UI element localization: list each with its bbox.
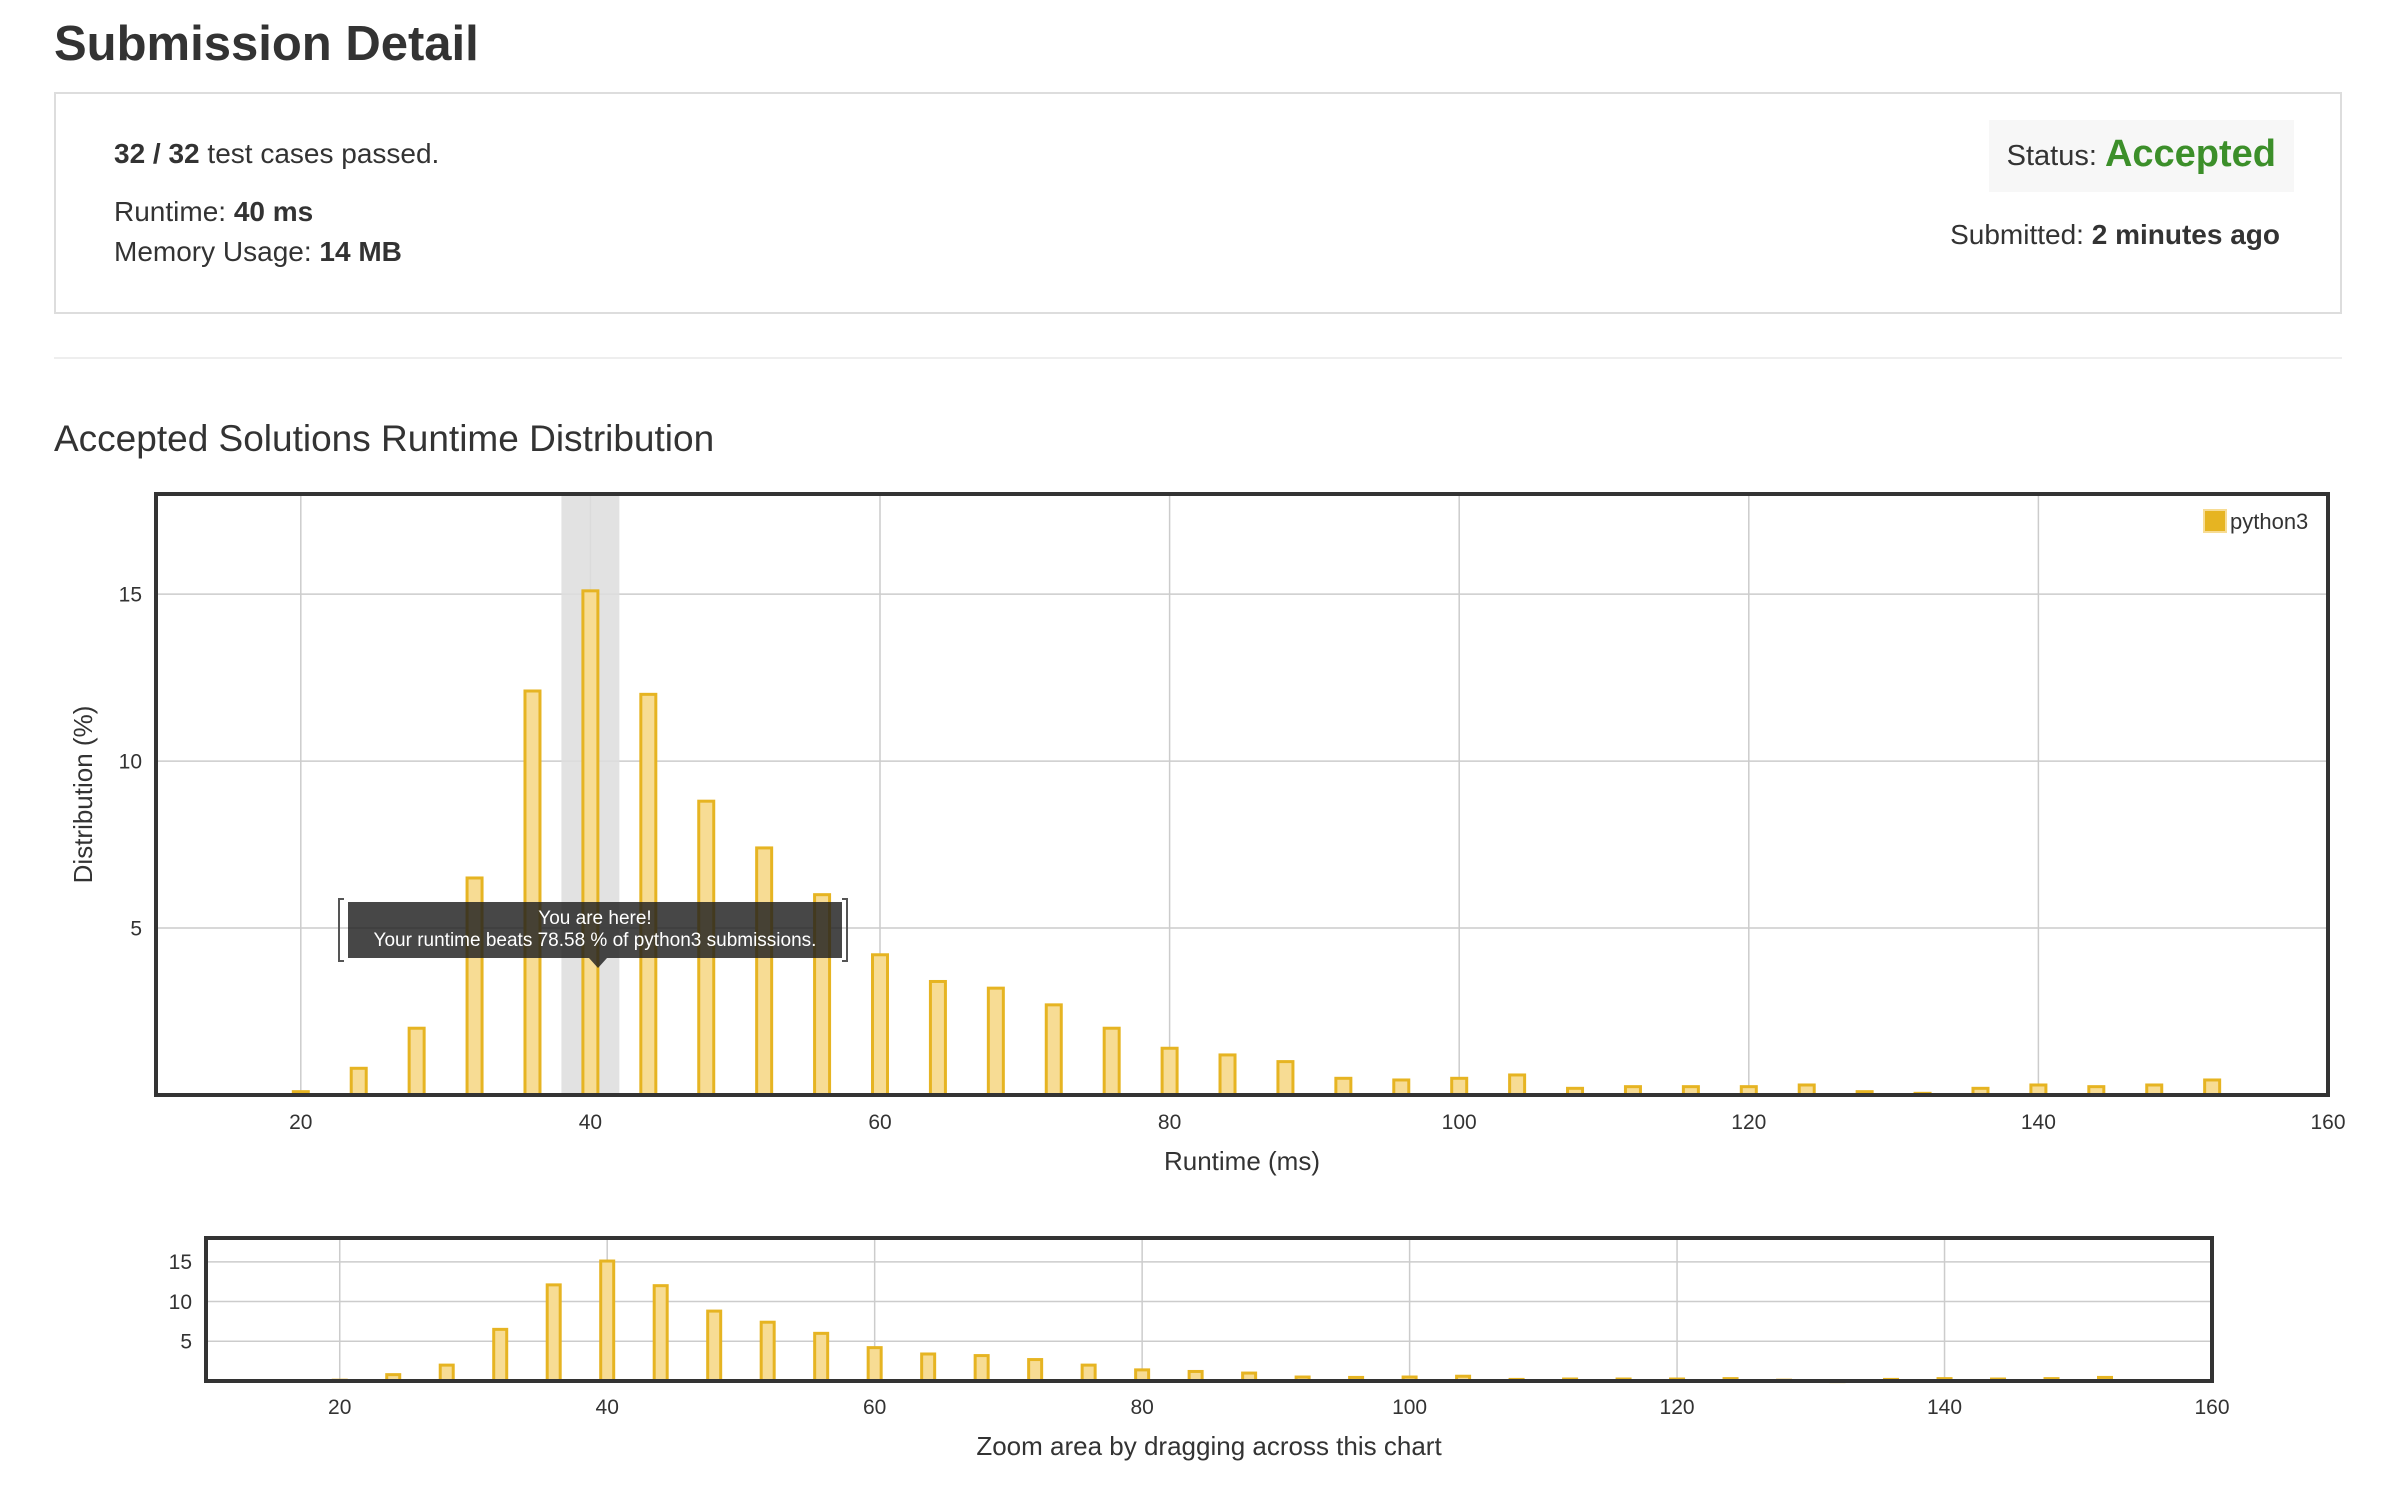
main-bar: [349, 1066, 368, 1097]
nav-x-tick-label: 100: [1392, 1396, 1427, 1419]
runtime-label: Runtime:: [114, 196, 234, 227]
main-bar: [523, 689, 542, 1097]
test-cases-count: 32 / 32: [114, 138, 200, 169]
main-bar: [1334, 1076, 1353, 1097]
main-frame: [154, 492, 2330, 1097]
nav-bar: [599, 1259, 616, 1383]
legend-swatch-python3: [2203, 509, 2227, 533]
nav-bar: [706, 1309, 723, 1383]
nav-bar: [1027, 1358, 1044, 1383]
submitted-line: Submitted: 2 minutes ago: [1950, 219, 2280, 251]
tooltip-bracket-left: [338, 898, 344, 962]
main-bar: [2203, 1078, 2222, 1097]
main-bar: [928, 979, 947, 1097]
runtime-line: Runtime: 40 ms: [114, 196, 313, 228]
nav-bar: [866, 1346, 883, 1383]
memory-line: Memory Usage: 14 MB: [114, 236, 402, 268]
nav-x-tick-label: 120: [1660, 1396, 1695, 1419]
tooltip-line-1: You are here!: [538, 908, 652, 929]
memory-label: Memory Usage:: [114, 236, 320, 267]
status-box: Status: Accepted: [1988, 120, 2294, 192]
section-title: Accepted Solutions Runtime Distribution: [54, 418, 715, 459]
test-cases-line: 32 / 32 test cases passed.: [114, 138, 439, 170]
main-x-tick-label: 80: [1158, 1111, 1181, 1134]
main-y-tick-label: 5: [130, 917, 142, 940]
nav-bar: [545, 1283, 562, 1383]
test-cases-text: test cases passed.: [199, 138, 440, 169]
main-x-tick-label: 140: [2021, 1111, 2056, 1134]
main-x-tick-label: 40: [579, 1111, 602, 1134]
divider: [54, 357, 2342, 359]
tooltip-line-2: Your runtime beats 78.58 % of python3 su…: [373, 930, 817, 951]
main-bar: [1102, 1026, 1121, 1097]
nav-bar: [813, 1331, 830, 1383]
main-bar: [1450, 1076, 1469, 1097]
main-bar: [986, 986, 1005, 1097]
main-bar: [407, 1026, 426, 1097]
main-bar: [581, 589, 600, 1097]
nav-x-tick-label: 60: [863, 1396, 886, 1419]
nav-x-tick-label: 40: [596, 1396, 619, 1419]
main-x-tick-label: 160: [2310, 1111, 2345, 1134]
main-bar: [871, 953, 889, 1097]
main-bar: [639, 692, 658, 1097]
status-label: Status:: [2006, 139, 2097, 172]
nav-bar: [759, 1320, 776, 1383]
nav-x-tick-label: 80: [1130, 1396, 1153, 1419]
nav-frame: [204, 1236, 2214, 1383]
main-bar: [755, 846, 774, 1097]
main-bar: [1218, 1053, 1237, 1097]
nav-bar: [438, 1363, 455, 1383]
you-are-here-tooltip: You are here! Your runtime beats 78.58 %…: [348, 902, 842, 958]
nav-bar: [652, 1284, 669, 1383]
legend-label-python3: python3: [2230, 509, 2308, 534]
tooltip-arrow: [589, 958, 607, 968]
nav-bar: [492, 1327, 509, 1383]
main-x-tick-label: 120: [1731, 1111, 1766, 1134]
main-bar: [1508, 1073, 1527, 1097]
nav-x-axis-label: Zoom area by dragging across this chart: [976, 1431, 1442, 1461]
nav-x-tick-label: 140: [1927, 1396, 1962, 1419]
main-bar: [1276, 1060, 1295, 1097]
submitted-value: 2 minutes ago: [2091, 219, 2280, 250]
status-accepted-link[interactable]: Accepted: [2104, 132, 2276, 175]
nav-x-tick-label: 160: [2194, 1396, 2229, 1419]
nav-bar: [973, 1354, 990, 1383]
main-chart-group: 20 40 60 80 100 120 140 160 5 10 15 Runtime (ms) Dis…: [68, 492, 2346, 1176]
submission-summary-panel: 32 / 32 test cases passed. Runtime: 40 m…: [54, 92, 2342, 314]
main-bar: [1044, 1003, 1063, 1097]
main-x-tick-label: 20: [289, 1111, 312, 1134]
memory-value: 14 MB: [319, 236, 402, 267]
main-x-tick-label: 60: [868, 1111, 891, 1134]
nav-bar: [1080, 1363, 1097, 1383]
nav-y-tick-label: 5: [180, 1331, 192, 1354]
submitted-label: Submitted:: [1950, 219, 2092, 250]
main-y-tick-label: 10: [119, 750, 142, 773]
main-y-axis-label: Distribution (%): [68, 706, 98, 884]
navigator-chart-group: 20 40 60 80 100 120 140 160 5 10 15 Zoom area by dr…: [169, 1236, 2230, 1461]
runtime-value: 40 ms: [233, 196, 314, 227]
main-x-tick-label: 100: [1442, 1111, 1477, 1134]
nav-bar: [920, 1352, 937, 1383]
tooltip-bracket-right: [842, 898, 848, 962]
nav-y-tick-label: 10: [169, 1291, 192, 1314]
nav-y-tick-label: 15: [169, 1251, 192, 1274]
nav-x-tick-label: 20: [328, 1396, 351, 1419]
main-bar: [1160, 1046, 1179, 1097]
page-title: Submission Detail: [54, 17, 479, 71]
main-y-tick-label: 15: [119, 584, 142, 607]
main-bar: [1392, 1078, 1411, 1097]
main-x-axis-label: Runtime (ms): [1164, 1146, 1320, 1176]
